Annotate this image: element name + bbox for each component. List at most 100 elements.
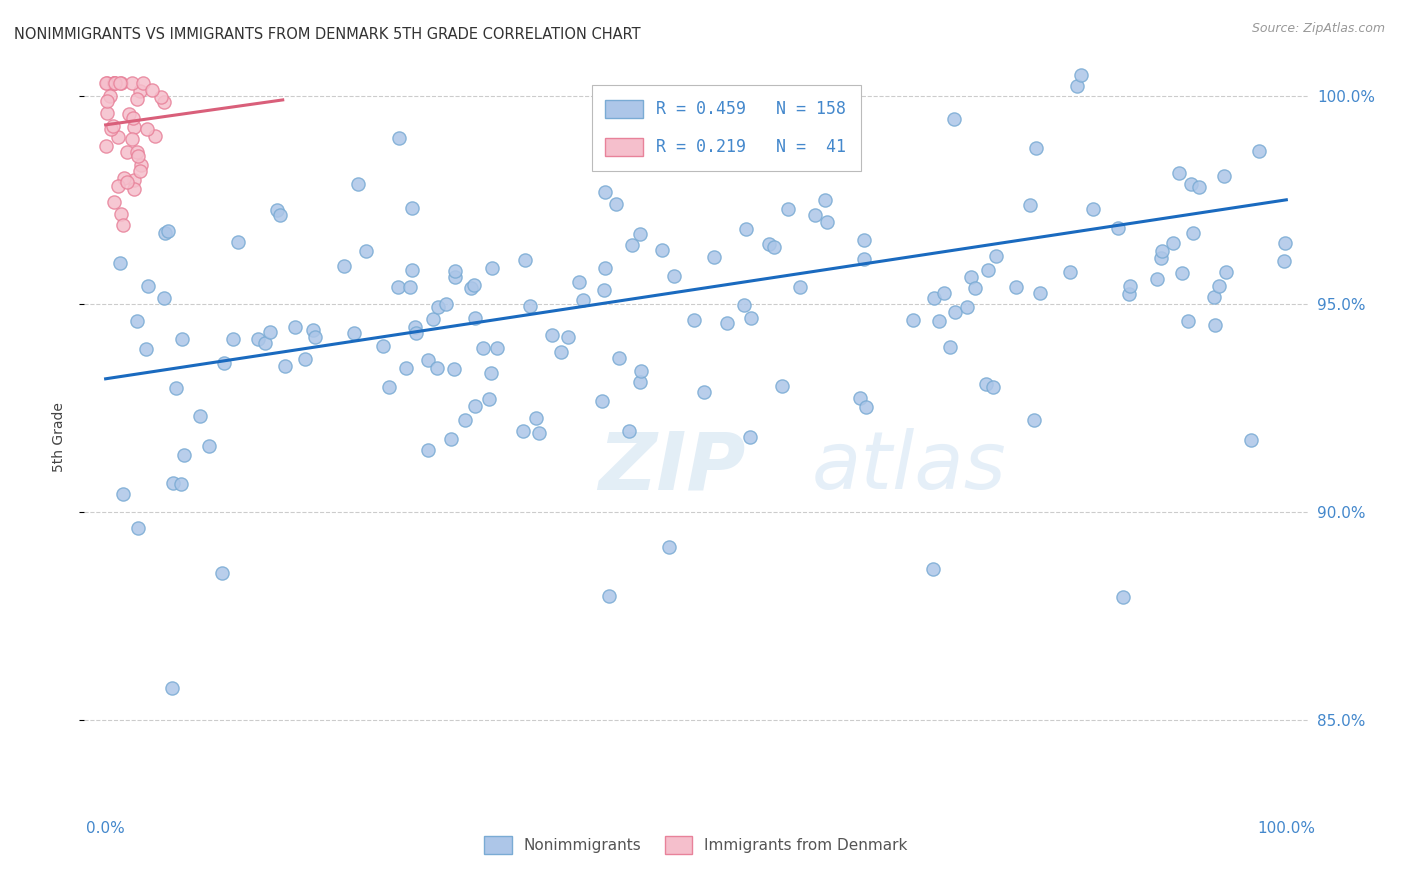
Point <box>101 119 124 133</box>
Point <box>1213 169 1236 183</box>
Point <box>122 120 145 134</box>
Point <box>901 313 924 327</box>
Point <box>1202 290 1225 304</box>
Point <box>356 244 378 258</box>
Point <box>104 76 127 90</box>
Point <box>269 208 291 222</box>
Point <box>1240 434 1263 448</box>
Text: NONIMMIGRANTS VS IMMIGRANTS FROM DENMARK 5TH GRADE CORRELATION CHART: NONIMMIGRANTS VS IMMIGRANTS FROM DENMARK… <box>14 27 641 42</box>
Point <box>108 255 131 269</box>
Point <box>628 375 651 389</box>
Point <box>405 326 427 340</box>
Point <box>758 237 780 252</box>
Point <box>378 380 401 394</box>
Point <box>107 179 129 194</box>
Point <box>157 224 180 238</box>
Point <box>444 264 467 278</box>
Point <box>444 269 467 284</box>
Point <box>464 311 486 326</box>
Point <box>197 439 219 453</box>
Point <box>96 76 118 90</box>
Point <box>122 173 145 187</box>
Point <box>131 76 153 90</box>
Point <box>762 239 785 253</box>
Point <box>304 330 326 344</box>
Point <box>513 252 536 267</box>
Point <box>740 310 762 325</box>
Point <box>527 426 550 441</box>
Y-axis label: 5th Grade: 5th Grade <box>52 402 66 472</box>
Point <box>418 442 440 457</box>
Point <box>110 76 132 90</box>
Point <box>976 262 998 277</box>
Point <box>165 381 187 395</box>
Point <box>398 279 420 293</box>
Point <box>922 291 945 305</box>
Point <box>628 227 651 242</box>
Point <box>103 76 125 90</box>
Point <box>956 300 979 314</box>
Point <box>294 352 316 367</box>
Point <box>125 145 148 159</box>
Point <box>266 203 288 218</box>
Point <box>1146 272 1168 286</box>
Point <box>100 121 122 136</box>
Point <box>343 326 366 340</box>
Point <box>121 76 143 90</box>
Point <box>121 132 143 146</box>
Point <box>1150 251 1173 265</box>
Point <box>852 233 875 247</box>
Point <box>153 227 176 241</box>
Point <box>481 260 503 275</box>
Point <box>173 448 195 462</box>
Point <box>738 430 761 444</box>
Point <box>981 379 1004 393</box>
Point <box>939 340 962 354</box>
Point <box>943 112 966 127</box>
Text: Source: ZipAtlas.com: Source: ZipAtlas.com <box>1251 22 1385 36</box>
Point <box>96 106 118 120</box>
Point <box>963 280 986 294</box>
Text: R = 0.219   N =  41: R = 0.219 N = 41 <box>657 138 846 156</box>
Point <box>115 145 138 159</box>
Point <box>703 250 725 264</box>
Point <box>855 401 877 415</box>
Point <box>853 252 876 266</box>
Point <box>136 278 159 293</box>
Point <box>124 181 146 195</box>
Point <box>620 238 643 252</box>
Point <box>479 366 502 380</box>
FancyBboxPatch shape <box>592 85 860 171</box>
Point <box>1059 264 1081 278</box>
Point <box>1204 318 1226 333</box>
Point <box>770 378 793 392</box>
Point <box>388 131 411 145</box>
Point <box>212 356 235 370</box>
Point <box>605 196 627 211</box>
Point <box>443 361 465 376</box>
Point <box>162 476 184 491</box>
Point <box>141 83 163 97</box>
Text: ZIP: ZIP <box>598 428 745 506</box>
Point <box>127 314 149 328</box>
Point <box>440 432 463 446</box>
Point <box>790 112 813 126</box>
Point <box>683 313 706 327</box>
Point <box>253 335 276 350</box>
Point <box>188 409 211 423</box>
Point <box>110 76 132 90</box>
Point <box>789 280 811 294</box>
Point <box>434 297 457 311</box>
Legend: Nonimmigrants, Immigrants from Denmark: Nonimmigrants, Immigrants from Denmark <box>478 830 914 860</box>
Point <box>129 158 152 172</box>
Point <box>1112 590 1135 604</box>
Point <box>984 249 1007 263</box>
Point <box>1177 313 1199 327</box>
Point <box>733 298 755 312</box>
Point <box>96 94 118 108</box>
Point <box>347 177 370 191</box>
Point <box>932 286 955 301</box>
Point <box>96 138 118 153</box>
Point <box>1024 413 1046 427</box>
Point <box>1152 244 1174 259</box>
